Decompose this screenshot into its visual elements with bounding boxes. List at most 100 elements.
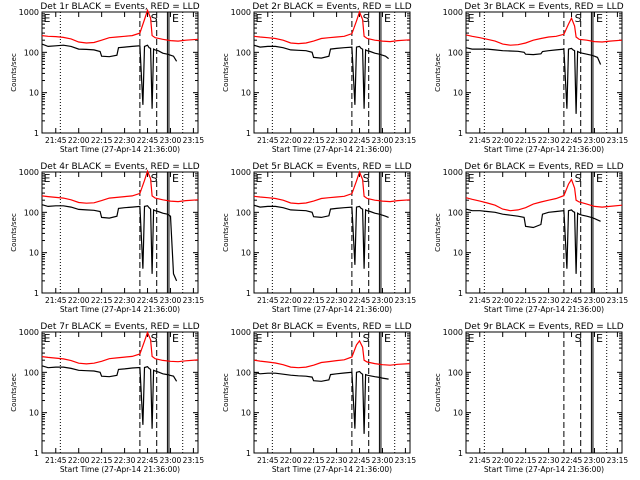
time-mark-label: E <box>468 332 475 345</box>
lld-series-line <box>253 10 411 45</box>
y-tick-label: 10 <box>453 89 463 98</box>
x-axis-label: Start Time (27-Apr-14 21:36:00) <box>60 305 180 314</box>
panel-det-6: Det 6r BLACK = Events, RED = LLD 1 10 100 10… <box>434 162 628 314</box>
x-tick-label: 23:15 <box>183 136 205 145</box>
time-mark-label: E <box>468 172 475 185</box>
x-axis-label: Start Time (27-Apr-14 21:36:00) <box>272 465 392 474</box>
x-tick-label: 23:15 <box>183 456 205 465</box>
panel-title: Det 1r BLACK = Events, RED = LLD <box>40 2 199 12</box>
x-tick-label: 21:45 <box>257 296 279 305</box>
y-tick-label: 1 <box>246 129 251 138</box>
y-tick-label: 1 <box>458 129 463 138</box>
x-axis-label: Start Time (27-Apr-14 21:36:00) <box>272 145 392 154</box>
x-tick-label: 22:30 <box>114 296 136 305</box>
x-tick-label: 23:00 <box>584 296 606 305</box>
y-tick-label: 1000 <box>443 8 463 17</box>
panel-title: Det 7r BLACK = Events, RED = LLD <box>40 322 199 332</box>
y-tick-label: 10 <box>29 89 39 98</box>
x-tick-label: 22:45 <box>137 456 159 465</box>
x-tick-label: 21:45 <box>45 296 67 305</box>
y-tick-label: 10 <box>29 249 39 258</box>
x-tick-label: 22:00 <box>68 136 90 145</box>
x-axis-label: Start Time (27-Apr-14 21:36:00) <box>484 305 604 314</box>
x-tick-label: 23:15 <box>183 296 205 305</box>
x-tick-label: 22:00 <box>280 296 302 305</box>
x-tick-label: 23:00 <box>584 456 606 465</box>
x-tick-label: 23:15 <box>607 296 629 305</box>
x-axis-label: Start Time (27-Apr-14 21:36:00) <box>484 465 604 474</box>
events-series-line <box>41 204 178 282</box>
time-mark-label: E <box>256 332 263 345</box>
y-tick-label: 100 <box>24 208 39 217</box>
x-tick-label: 22:45 <box>137 136 159 145</box>
y-tick-label: 10 <box>453 409 463 418</box>
time-mark-label: S <box>575 172 582 185</box>
x-tick-label: 23:00 <box>584 136 606 145</box>
x-tick-label: 22:45 <box>561 456 583 465</box>
panel-title: Det 4r BLACK = Events, RED = LLD <box>40 162 199 172</box>
y-axis-label: Counts/sec <box>10 373 18 412</box>
y-tick-label: 1000 <box>19 328 39 337</box>
x-tick-label: 23:00 <box>372 456 394 465</box>
y-tick-label: 10 <box>241 409 251 418</box>
lld-series-line <box>41 169 199 204</box>
x-tick-label: 23:00 <box>160 136 182 145</box>
x-tick-label: 22:45 <box>349 456 371 465</box>
y-tick-label: 10 <box>453 249 463 258</box>
x-tick-label: 23:00 <box>160 456 182 465</box>
x-tick-label: 22:30 <box>326 136 348 145</box>
time-mark-label: E <box>596 12 603 25</box>
x-tick-label: 22:15 <box>303 136 325 145</box>
time-mark-label: E <box>384 332 391 345</box>
y-tick-label: 100 <box>448 368 463 377</box>
x-tick-label: 21:45 <box>257 456 279 465</box>
y-tick-label: 1 <box>34 449 39 458</box>
axes-frame <box>253 11 411 134</box>
y-tick-label: 10 <box>241 249 251 258</box>
axes-frame <box>465 171 623 294</box>
panel-det-3: Det 3r BLACK = Events, RED = LLD 1 10 100 10… <box>434 2 628 154</box>
time-mark-label: E <box>172 172 179 185</box>
time-mark-label: S <box>363 12 370 25</box>
panel-title: Det 8r BLACK = Events, RED = LLD <box>252 322 411 332</box>
panel-det-8: Det 8r BLACK = Events, RED = LLD 1 10 100 10… <box>222 322 416 474</box>
axes-frame <box>465 11 623 134</box>
x-tick-label: 22:15 <box>91 296 113 305</box>
panel-det-2: Det 2r BLACK = Events, RED = LLD 1 10 100 10… <box>222 2 416 154</box>
x-tick-label: 23:15 <box>607 136 629 145</box>
x-tick-label: 22:15 <box>303 456 325 465</box>
x-tick-label: 23:15 <box>395 136 417 145</box>
y-tick-label: 1 <box>458 289 463 298</box>
time-mark-label: E <box>44 332 51 345</box>
time-mark-label: S <box>575 332 582 345</box>
x-tick-label: 22:15 <box>303 296 325 305</box>
events-series-line <box>41 43 178 109</box>
lld-series-line <box>41 330 199 365</box>
events-series-line <box>253 370 389 434</box>
x-tick-label: 22:30 <box>326 296 348 305</box>
x-tick-label: 22:45 <box>349 296 371 305</box>
x-tick-label: 21:45 <box>45 456 67 465</box>
lld-series-line <box>253 339 411 369</box>
x-tick-label: 22:30 <box>538 136 560 145</box>
y-axis-label: Counts/sec <box>434 53 442 92</box>
y-tick-label: 1000 <box>231 168 251 177</box>
x-tick-label: 23:00 <box>160 296 182 305</box>
time-mark-label: E <box>172 332 179 345</box>
x-tick-label: 22:00 <box>280 136 302 145</box>
time-mark-label: E <box>256 12 263 25</box>
axes-frame <box>465 331 623 454</box>
panel-title: Det 9r BLACK = Events, RED = LLD <box>464 322 623 332</box>
x-axis-label: Start Time (27-Apr-14 21:36:00) <box>60 465 180 474</box>
y-tick-label: 1 <box>34 289 39 298</box>
panel-det-9: Det 9r BLACK = Events, RED = LLD 1 10 100 10… <box>434 322 628 474</box>
x-tick-label: 22:15 <box>91 136 113 145</box>
x-tick-label: 22:00 <box>68 296 90 305</box>
time-mark-label: E <box>44 172 51 185</box>
x-tick-label: 21:45 <box>45 136 67 145</box>
time-mark-label: S <box>151 12 158 25</box>
y-tick-label: 10 <box>29 409 39 418</box>
x-axis-label: Start Time (27-Apr-14 21:36:00) <box>484 145 604 154</box>
x-tick-label: 21:45 <box>257 136 279 145</box>
